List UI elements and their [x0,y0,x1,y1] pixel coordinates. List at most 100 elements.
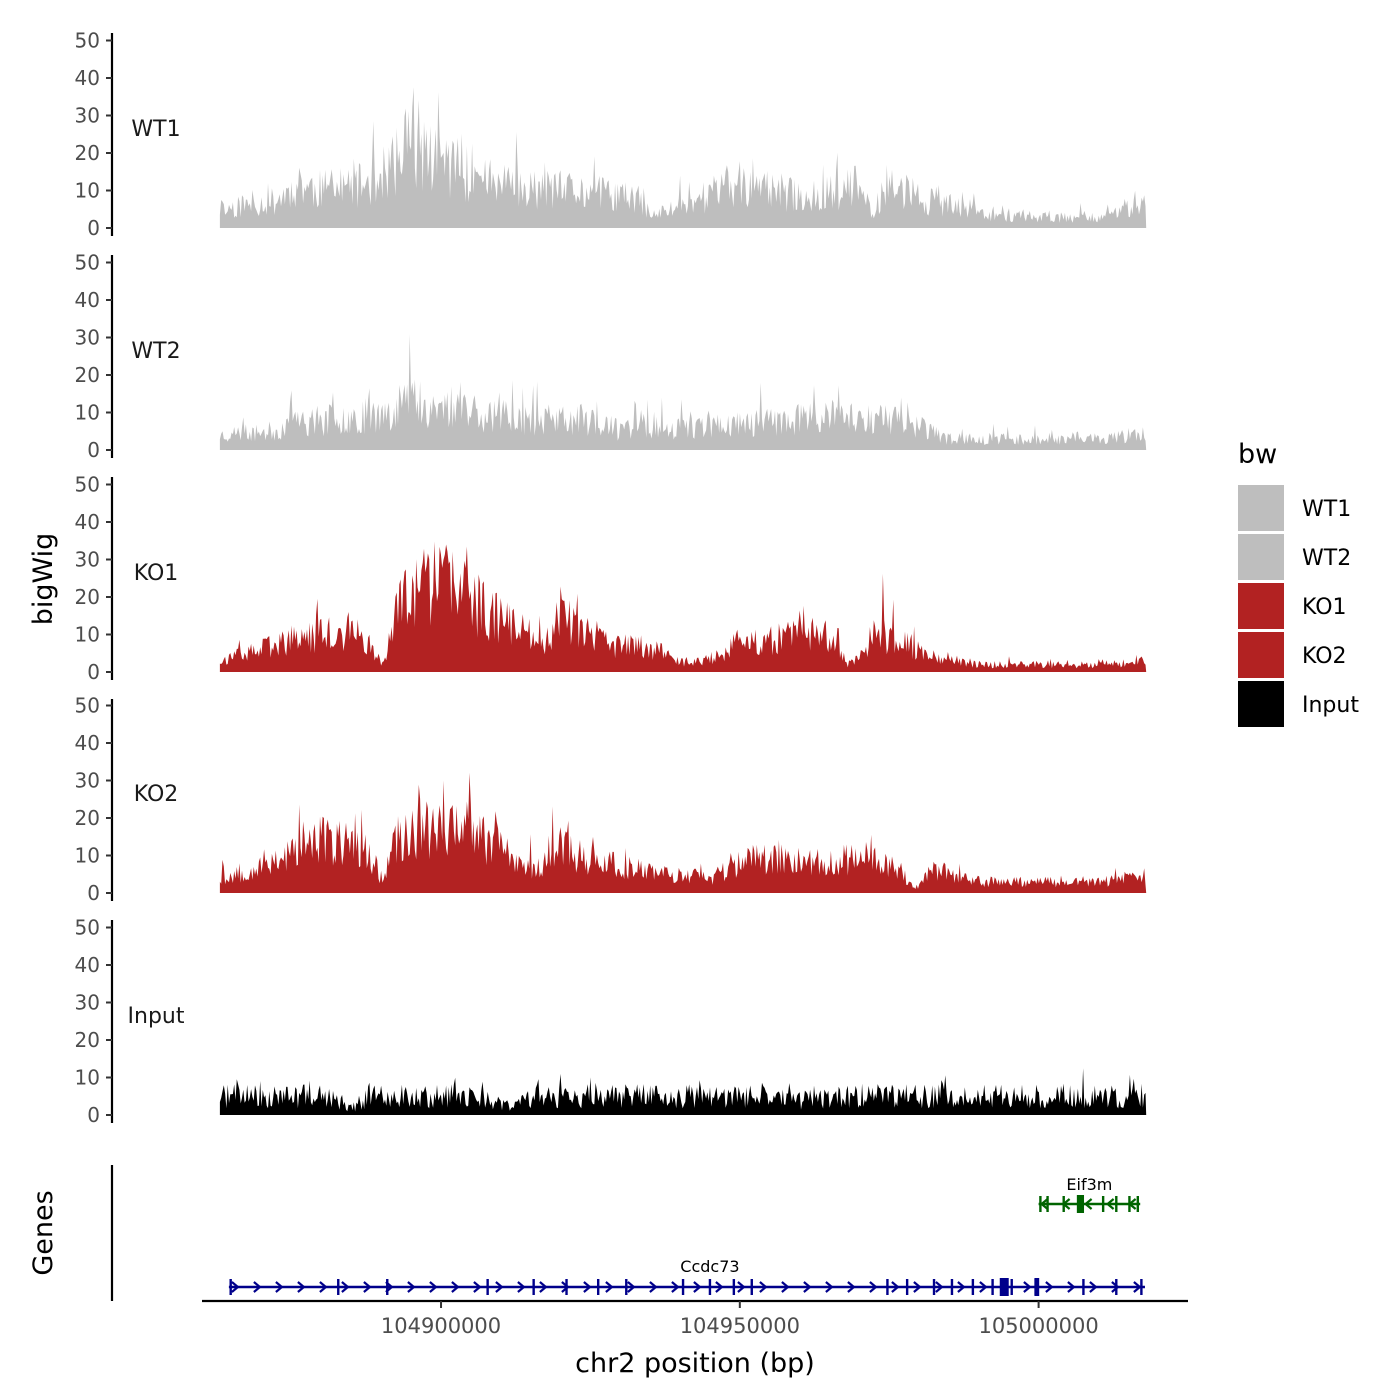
gene-exon [971,1279,975,1295]
y-tick-label: 40 [75,953,100,977]
legend-label-ko1: KO1 [1302,595,1347,620]
strand-arrow [517,1281,526,1293]
y-tick-label: 30 [75,326,100,350]
y-tick-label: 0 [87,660,100,684]
y-tick-label: 40 [75,66,100,90]
y-tick-label: 30 [75,991,100,1015]
strand-arrow [1039,1198,1049,1210]
legend: bw WT1 WT2 KO1 KO2 Input [1238,439,1359,727]
x-axis: chr2 position (bp) 104900000 104950000 105… [202,1299,1188,1379]
gene-exon [1039,1196,1042,1212]
legend-label-wt1: WT1 [1302,497,1351,522]
gene-exon [1128,1196,1131,1212]
strand-arrow [737,1281,746,1293]
legend-swatch-ko2 [1238,632,1284,678]
strand-arrow [935,1281,944,1293]
y-tick-label: 0 [87,216,100,240]
y-tick-label: 50 [75,473,100,497]
y-tick-label: 20 [75,363,100,387]
y-tick-label: 0 [87,881,100,905]
gene-exon [1115,1279,1118,1295]
strand-arrow [363,1281,372,1293]
y-tick-label: 20 [75,141,100,165]
strand-arrow [891,1281,900,1293]
genes-panel: Genes Ccdc73 Eif3m [28,1165,1145,1301]
gene-label-ccdc73: Ccdc73 [680,1257,739,1276]
gene-exon [486,1279,489,1295]
gene-exon [1140,1279,1143,1295]
strand-arrow [341,1281,350,1293]
gene-exon [1010,1279,1013,1295]
track-input: 0 10 20 30 40 50 Input [75,916,1147,1127]
gene-ccdc73: Ccdc73 [228,1257,1145,1296]
gene-exon [950,1279,954,1295]
strand-arrow [715,1281,724,1293]
strand-arrow [957,1281,966,1293]
strand-arrow [583,1281,592,1293]
signal-area-input [219,1068,1147,1115]
strand-arrow [825,1281,834,1293]
strand-arrow [781,1281,790,1293]
gene-exon [1046,1196,1049,1212]
gene-exon [708,1279,712,1295]
gene-exon [1062,1196,1065,1212]
strand-arrow [297,1281,306,1293]
strand-arrow [605,1281,614,1293]
strand-arrow [561,1281,570,1293]
strand-arrow [473,1281,482,1293]
track-label-ko1: KO1 [134,561,179,586]
gene-exon [681,1279,685,1295]
strand-arrow [847,1281,856,1293]
signal-area-ko2 [219,772,1147,893]
strand-arrow [1045,1281,1054,1293]
gene-exon [932,1279,936,1295]
legend-swatch-ko1 [1238,583,1284,629]
signal-area-wt2 [219,334,1147,450]
gene-coding-exon [1034,1278,1040,1296]
strand-arrow [407,1281,416,1293]
gene-exon [886,1279,889,1295]
y-axis-title: bigWig [28,533,59,626]
gene-exon [229,1279,232,1295]
strand-arrow [649,1281,658,1293]
strand-arrow [1089,1281,1098,1293]
legend-label-wt2: WT2 [1302,546,1351,571]
gene-exon [991,1279,994,1295]
x-tick-label: 105000000 [978,1314,1098,1338]
y-tick-label: 10 [75,623,100,647]
strand-arrow [231,1281,240,1293]
strand-arrow [253,1281,262,1293]
track-ko1: 0 10 20 30 40 50 KO1 [75,473,1147,684]
track-label-wt1: WT1 [131,117,180,142]
legend-title: bw [1238,439,1277,470]
gene-exon [565,1279,568,1295]
track-ko2: 0 10 20 30 40 50 KO2 [75,694,1147,905]
bigwig-tracks: 0 10 20 30 40 50 WT1 0 10 20 30 40 50 WT2 0 10 20 30 40 50 K… [75,29,1147,1127]
strand-arrow [319,1281,328,1293]
gene-exon [1101,1196,1105,1212]
y-tick-label: 30 [75,104,100,128]
gene-exon [532,1279,535,1295]
y-tick-label: 40 [75,731,100,755]
y-tick-label: 10 [75,179,100,203]
gene-exon [1136,1196,1140,1212]
y-tick-label: 40 [75,288,100,312]
y-tick-label: 50 [75,916,100,940]
strand-arrow [275,1281,284,1293]
strand-arrow [539,1281,548,1293]
legend-label-ko2: KO2 [1302,644,1347,669]
track-wt2: 0 10 20 30 40 50 WT2 [75,251,1147,462]
strand-arrow [1023,1281,1032,1293]
signal-area-wt1 [219,87,1147,228]
gene-exon [386,1279,389,1295]
y-tick-label: 10 [75,844,100,868]
strand-arrow [803,1281,812,1293]
gene-exon [750,1279,753,1295]
gene-exon [625,1279,628,1295]
track-label-wt2: WT2 [131,339,180,364]
strand-arrow [671,1281,680,1293]
legend-label-input: Input [1302,693,1359,718]
gene-coding-exon [999,1278,1009,1296]
strand-arrow [913,1281,922,1293]
